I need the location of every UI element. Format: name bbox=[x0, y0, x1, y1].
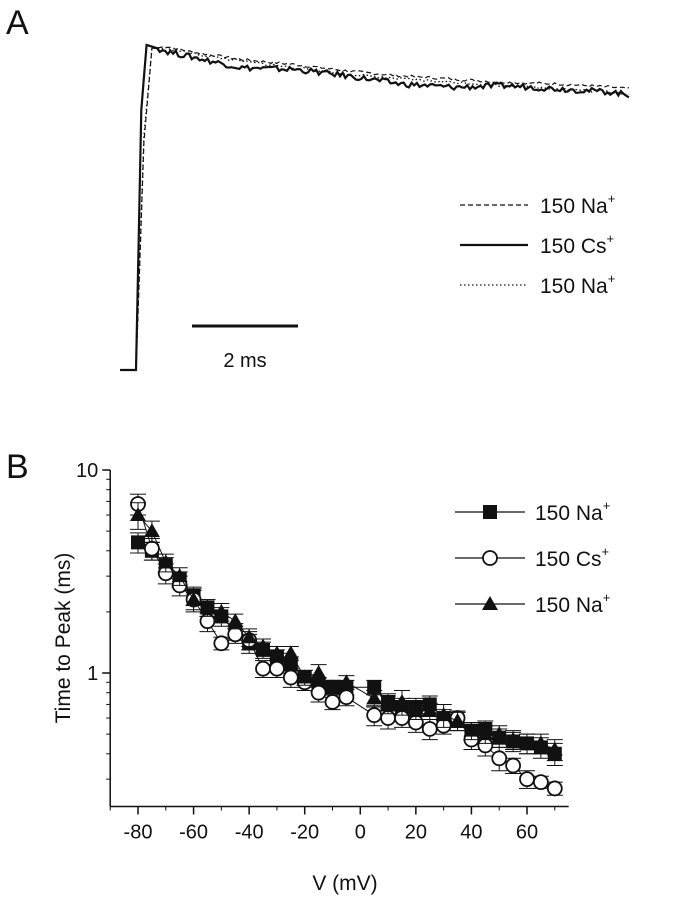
data-point-triangle bbox=[532, 735, 549, 750]
legend-superscript: + bbox=[608, 191, 616, 206]
series-circle-open bbox=[130, 493, 563, 797]
data-point-triangle bbox=[227, 613, 244, 628]
trace-solid bbox=[120, 43, 630, 372]
x-tick-label: -20 bbox=[290, 821, 319, 843]
data-point-circle bbox=[310, 684, 327, 701]
data-point-square bbox=[483, 505, 497, 519]
data-point-triangle bbox=[491, 726, 508, 741]
data-point-triangle bbox=[546, 741, 563, 756]
data-point-circle bbox=[255, 660, 271, 677]
data-point-triangle bbox=[268, 645, 285, 660]
data-point-circle bbox=[532, 774, 549, 791]
trace-dotted bbox=[120, 46, 629, 371]
data-point-triangle bbox=[519, 735, 535, 750]
legend-superscript: + bbox=[608, 271, 616, 286]
data-point-triangle bbox=[282, 645, 299, 660]
data-point-triangle bbox=[366, 690, 383, 705]
data-point-triangle bbox=[393, 693, 410, 708]
x-tick-label: 20 bbox=[405, 821, 427, 843]
legend-superscript: + bbox=[603, 590, 611, 605]
y-tick-label: 10 bbox=[76, 460, 98, 482]
panel-b-label: B bbox=[6, 448, 29, 486]
data-point-circle bbox=[213, 635, 230, 652]
legend-superscript: + bbox=[607, 231, 615, 246]
data-point-circle bbox=[505, 757, 522, 774]
data-point-triangle bbox=[338, 674, 355, 689]
data-point-square bbox=[131, 535, 145, 550]
data-point-circle bbox=[227, 626, 244, 643]
legend-label: 150 Na+ bbox=[540, 191, 615, 218]
data-point-circle bbox=[482, 550, 498, 566]
x-tick-label: 40 bbox=[460, 821, 482, 843]
x-tick-label: 60 bbox=[516, 821, 538, 843]
data-point-circle bbox=[269, 660, 285, 677]
legend-label: 150 Na+ bbox=[535, 590, 610, 617]
data-point-circle bbox=[546, 780, 563, 797]
data-point-triangle bbox=[477, 726, 494, 741]
data-point-triangle bbox=[241, 629, 258, 644]
x-tick-label: -80 bbox=[124, 821, 153, 843]
legend-superscript: + bbox=[603, 498, 611, 513]
data-point-triangle bbox=[213, 603, 230, 618]
data-point-circle bbox=[421, 721, 438, 737]
data-point-triangle bbox=[157, 554, 174, 569]
legend-superscript: + bbox=[602, 544, 610, 559]
data-point-triangle bbox=[130, 507, 146, 522]
legend-label: 150 Na+ bbox=[535, 498, 610, 525]
legend-a: 150 Na+ 150 Cs+ 150 Na+ bbox=[460, 191, 615, 298]
panel-a-label: A bbox=[6, 4, 29, 42]
series-line bbox=[137, 514, 556, 750]
data-point-triangle bbox=[463, 722, 480, 737]
data-point-triangle bbox=[171, 568, 188, 583]
legend-label: 150 Cs+ bbox=[535, 544, 609, 571]
data-point-triangle bbox=[482, 596, 498, 610]
data-point-circle bbox=[324, 694, 341, 710]
x-tick-label: 0 bbox=[355, 821, 366, 843]
data-point-triangle bbox=[199, 599, 216, 614]
data-point-triangle bbox=[505, 731, 522, 746]
x-axis-label: V (mV) bbox=[312, 872, 377, 895]
data-point-circle bbox=[519, 771, 535, 788]
x-tick-label: -60 bbox=[179, 821, 208, 843]
x-tick-label: -40 bbox=[235, 821, 264, 843]
data-point-triangle bbox=[185, 591, 202, 606]
scale-bar-label: 2 ms bbox=[223, 350, 266, 372]
data-point-circle bbox=[338, 689, 355, 706]
data-point-circle bbox=[366, 707, 383, 724]
legend-label: 150 Na+ bbox=[540, 271, 615, 298]
data-point-circle bbox=[143, 540, 160, 557]
data-point-triangle bbox=[407, 702, 424, 717]
data-point-triangle bbox=[143, 523, 160, 538]
data-point-triangle bbox=[421, 702, 438, 717]
data-point-triangle bbox=[380, 696, 397, 711]
data-point-circle bbox=[282, 669, 299, 686]
data-point-triangle bbox=[324, 679, 341, 694]
panel-a-traces: 2 ms 150 Na+ 150 Cs+ 150 Na+ bbox=[120, 43, 630, 372]
y-axis-label: Time to Peak (ms) bbox=[52, 553, 75, 724]
series-triangle-filled bbox=[130, 502, 563, 762]
data-point-triangle bbox=[255, 638, 272, 653]
legend-b: 150 Na+ 150 Cs+ 150 Na+ bbox=[455, 498, 610, 617]
data-point-circle bbox=[491, 750, 508, 767]
data-point-triangle bbox=[449, 713, 466, 728]
data-point-triangle bbox=[435, 707, 452, 722]
y-tick-label: 1 bbox=[87, 663, 98, 685]
data-point-triangle bbox=[310, 665, 327, 679]
trace-dashed bbox=[120, 46, 630, 371]
legend-label: 150 Cs+ bbox=[540, 231, 614, 258]
data-point-triangle bbox=[296, 669, 313, 684]
